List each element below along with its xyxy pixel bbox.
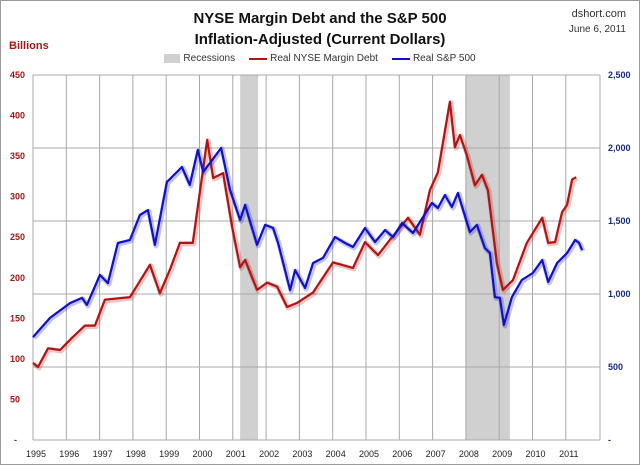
x-tick-label: 1999 xyxy=(159,449,179,459)
right-tick-label: 500 xyxy=(608,362,623,372)
left-tick-label: 300 xyxy=(10,192,25,202)
legend-item-sp500: Real S&P 500 xyxy=(391,53,476,64)
legend-swatch-sp500 xyxy=(391,57,410,60)
right-tick-label: 1,500 xyxy=(608,216,631,226)
x-tick-label: 2009 xyxy=(492,449,512,459)
legend-label: Real NYSE Margin Debt xyxy=(270,53,378,64)
x-tick-label: 2000 xyxy=(192,449,212,459)
legend-item-recessions: Recessions xyxy=(164,53,235,64)
chart-title: NYSE Margin Debt and the S&P 500 xyxy=(193,10,447,27)
left-tick-label: 250 xyxy=(10,232,25,242)
left-tick-label: 350 xyxy=(10,151,25,161)
right-tick-label: 2,500 xyxy=(608,70,631,80)
legend-swatch-recessions xyxy=(164,54,181,63)
right-tick-label: 2,000 xyxy=(608,143,631,153)
source-label: dshort.com xyxy=(571,8,626,20)
x-tick-label: 2007 xyxy=(426,449,446,459)
date-label: June 6, 2011 xyxy=(568,24,626,35)
chart-subtitle: Inflation-Adjusted (Current Dollars) xyxy=(194,31,446,48)
left-tick-label: 150 xyxy=(10,313,25,323)
x-tick-label: 2005 xyxy=(359,449,379,459)
left-tick-label: 450 xyxy=(10,70,25,80)
x-tick-label: 1997 xyxy=(93,449,113,459)
legend-swatch-margin-debt xyxy=(249,57,268,60)
x-tick-label: 2011 xyxy=(559,449,578,459)
legend-item-margin-debt: Real NYSE Margin Debt xyxy=(249,53,378,64)
left-tick-label: - xyxy=(14,435,17,445)
x-tick-label: 2008 xyxy=(459,449,479,459)
x-tick-label: 2006 xyxy=(392,449,412,459)
x-tick-label: 1995 xyxy=(26,449,46,459)
recession-band xyxy=(465,75,510,440)
x-tick-label: 2002 xyxy=(259,449,279,459)
x-tick-label: 1998 xyxy=(126,449,146,459)
x-tick-label: 2003 xyxy=(292,449,312,459)
left-tick-label: 50 xyxy=(10,394,20,404)
x-tick-label: 1996 xyxy=(59,449,79,459)
legend: Recessions Real NYSE Margin Debt Real S&… xyxy=(0,53,640,64)
left-axis-unit: Billions xyxy=(9,40,49,52)
x-tick-label: 2004 xyxy=(326,449,346,459)
left-tick-label: 200 xyxy=(10,273,25,283)
left-tick-label: 400 xyxy=(10,111,25,121)
right-tick-label: 1,000 xyxy=(608,289,631,299)
margin-debt-line xyxy=(32,100,577,369)
x-tick-label: 2010 xyxy=(525,449,545,459)
recession-band xyxy=(240,75,259,440)
right-tick-label: - xyxy=(608,435,611,445)
x-tick-label: 2001 xyxy=(226,449,246,459)
legend-label: Real S&P 500 xyxy=(412,53,476,64)
left-tick-label: 100 xyxy=(10,354,25,364)
sp500-line xyxy=(32,146,584,338)
legend-label: Recessions xyxy=(183,53,236,64)
